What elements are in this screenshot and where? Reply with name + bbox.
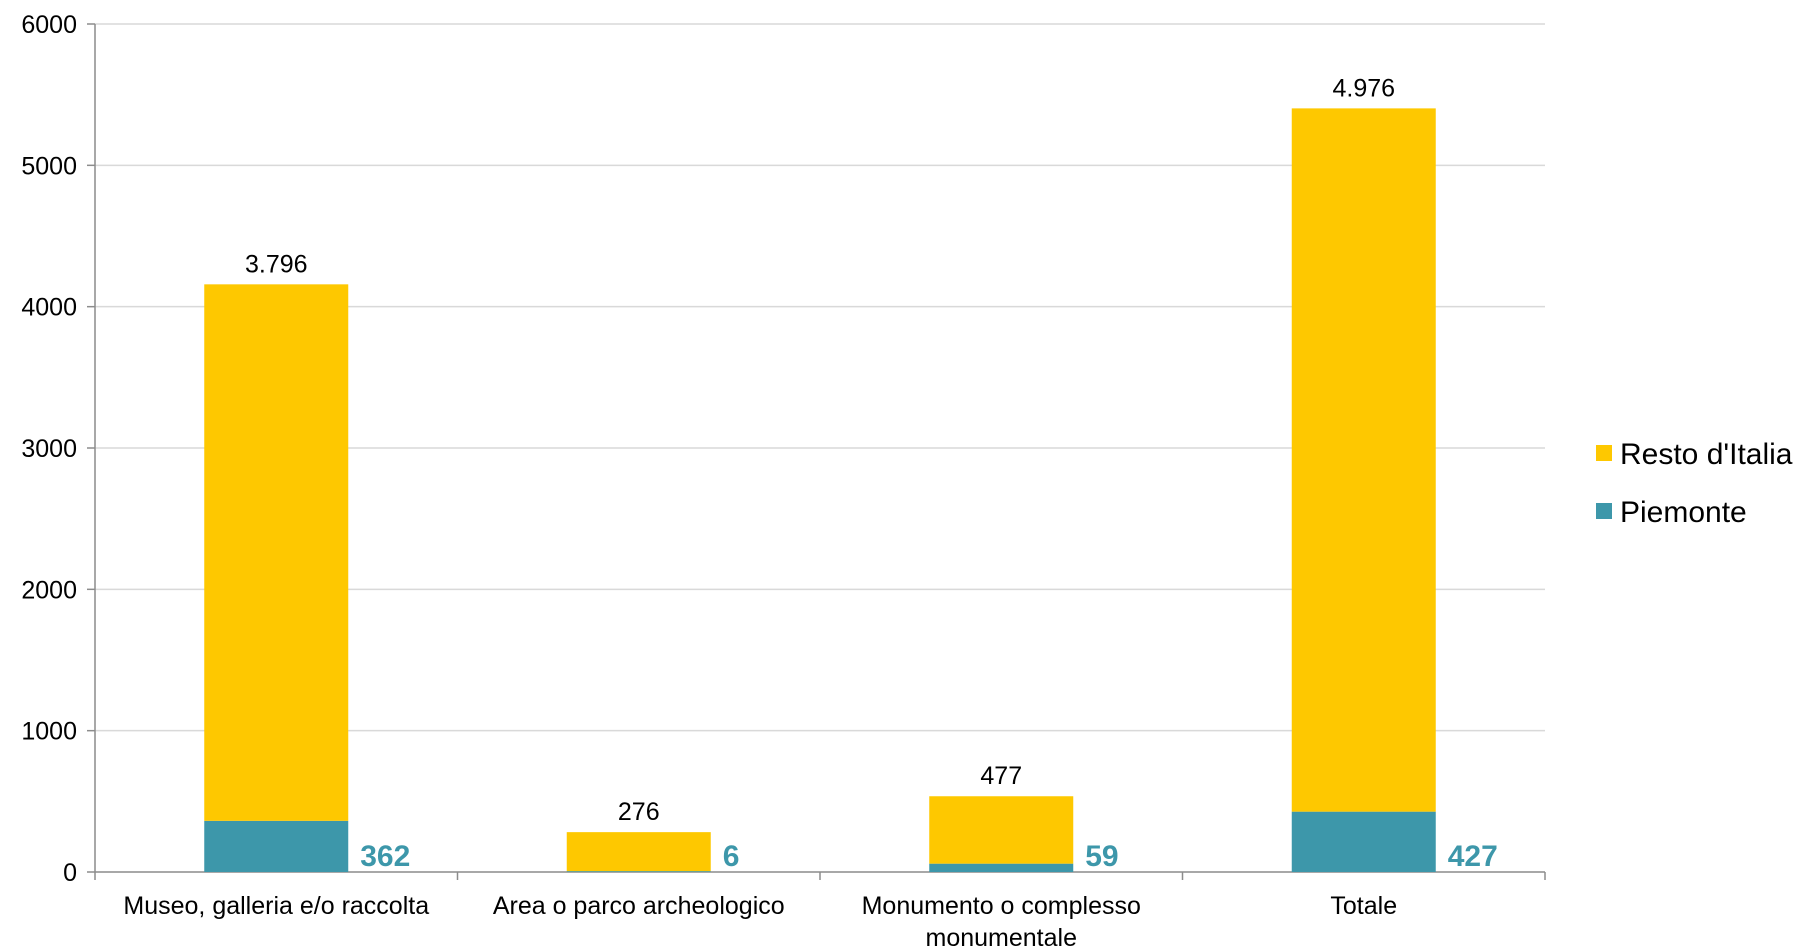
bar-piemonte	[566, 871, 711, 872]
bar-resto-italia	[929, 796, 1074, 864]
y-tick-label: 0	[63, 859, 77, 887]
x-category-label-line: Museo, galleria e/o raccolta	[123, 892, 429, 920]
x-category-label-line: monumentale	[926, 924, 1077, 949]
y-tick-label: 6000	[21, 11, 77, 39]
data-label-resto-italia: 3.796	[245, 250, 308, 278]
bar-resto-italia	[566, 832, 711, 872]
bars	[204, 108, 1436, 872]
legend-swatch	[1596, 503, 1612, 519]
bar-piemonte	[204, 820, 349, 872]
data-label-piemonte: 427	[1448, 840, 1498, 873]
y-tick-label: 4000	[21, 294, 77, 322]
data-labels: 3.796 362 276 6 477 59 4.976 427	[245, 74, 1498, 873]
y-tick-label: 3000	[21, 435, 77, 463]
y-tick-label: 1000	[21, 718, 77, 746]
x-category-label: Area o parco archeologico	[493, 892, 785, 920]
x-category-label-line: Area o parco archeologico	[493, 892, 785, 920]
bar-resto-italia	[1291, 108, 1436, 812]
bar-piemonte	[929, 863, 1074, 872]
data-label-piemonte: 6	[723, 840, 740, 873]
bar-piemonte	[1291, 811, 1436, 872]
y-tick-label: 5000	[21, 152, 77, 180]
bar-resto-italia	[204, 284, 349, 821]
data-label-resto-italia: 4.976	[1332, 74, 1395, 102]
x-category-label: Totale	[1330, 892, 1397, 920]
axes: 0 1000 2000 3000 4000 5000 6000 Museo, galleria…	[21, 11, 1546, 949]
y-tick-label: 2000	[21, 576, 77, 604]
legend-label: Piemonte	[1620, 496, 1747, 529]
x-category-label: Museo, galleria e/o raccolta	[123, 892, 429, 920]
data-label-resto-italia: 276	[618, 798, 660, 826]
data-label-resto-italia: 477	[980, 762, 1022, 790]
x-category-label: Monumento o complesso monumentale	[862, 892, 1141, 949]
legend-swatch	[1596, 445, 1612, 461]
data-label-piemonte: 59	[1085, 840, 1118, 873]
legend-label: Resto d'Italia	[1620, 438, 1793, 471]
x-category-label-line: Monumento o complesso	[862, 892, 1141, 920]
data-label-piemonte: 362	[360, 840, 410, 873]
legend: Resto d'Italia Piemonte	[1596, 438, 1793, 529]
x-category-label-line: Totale	[1330, 892, 1397, 920]
